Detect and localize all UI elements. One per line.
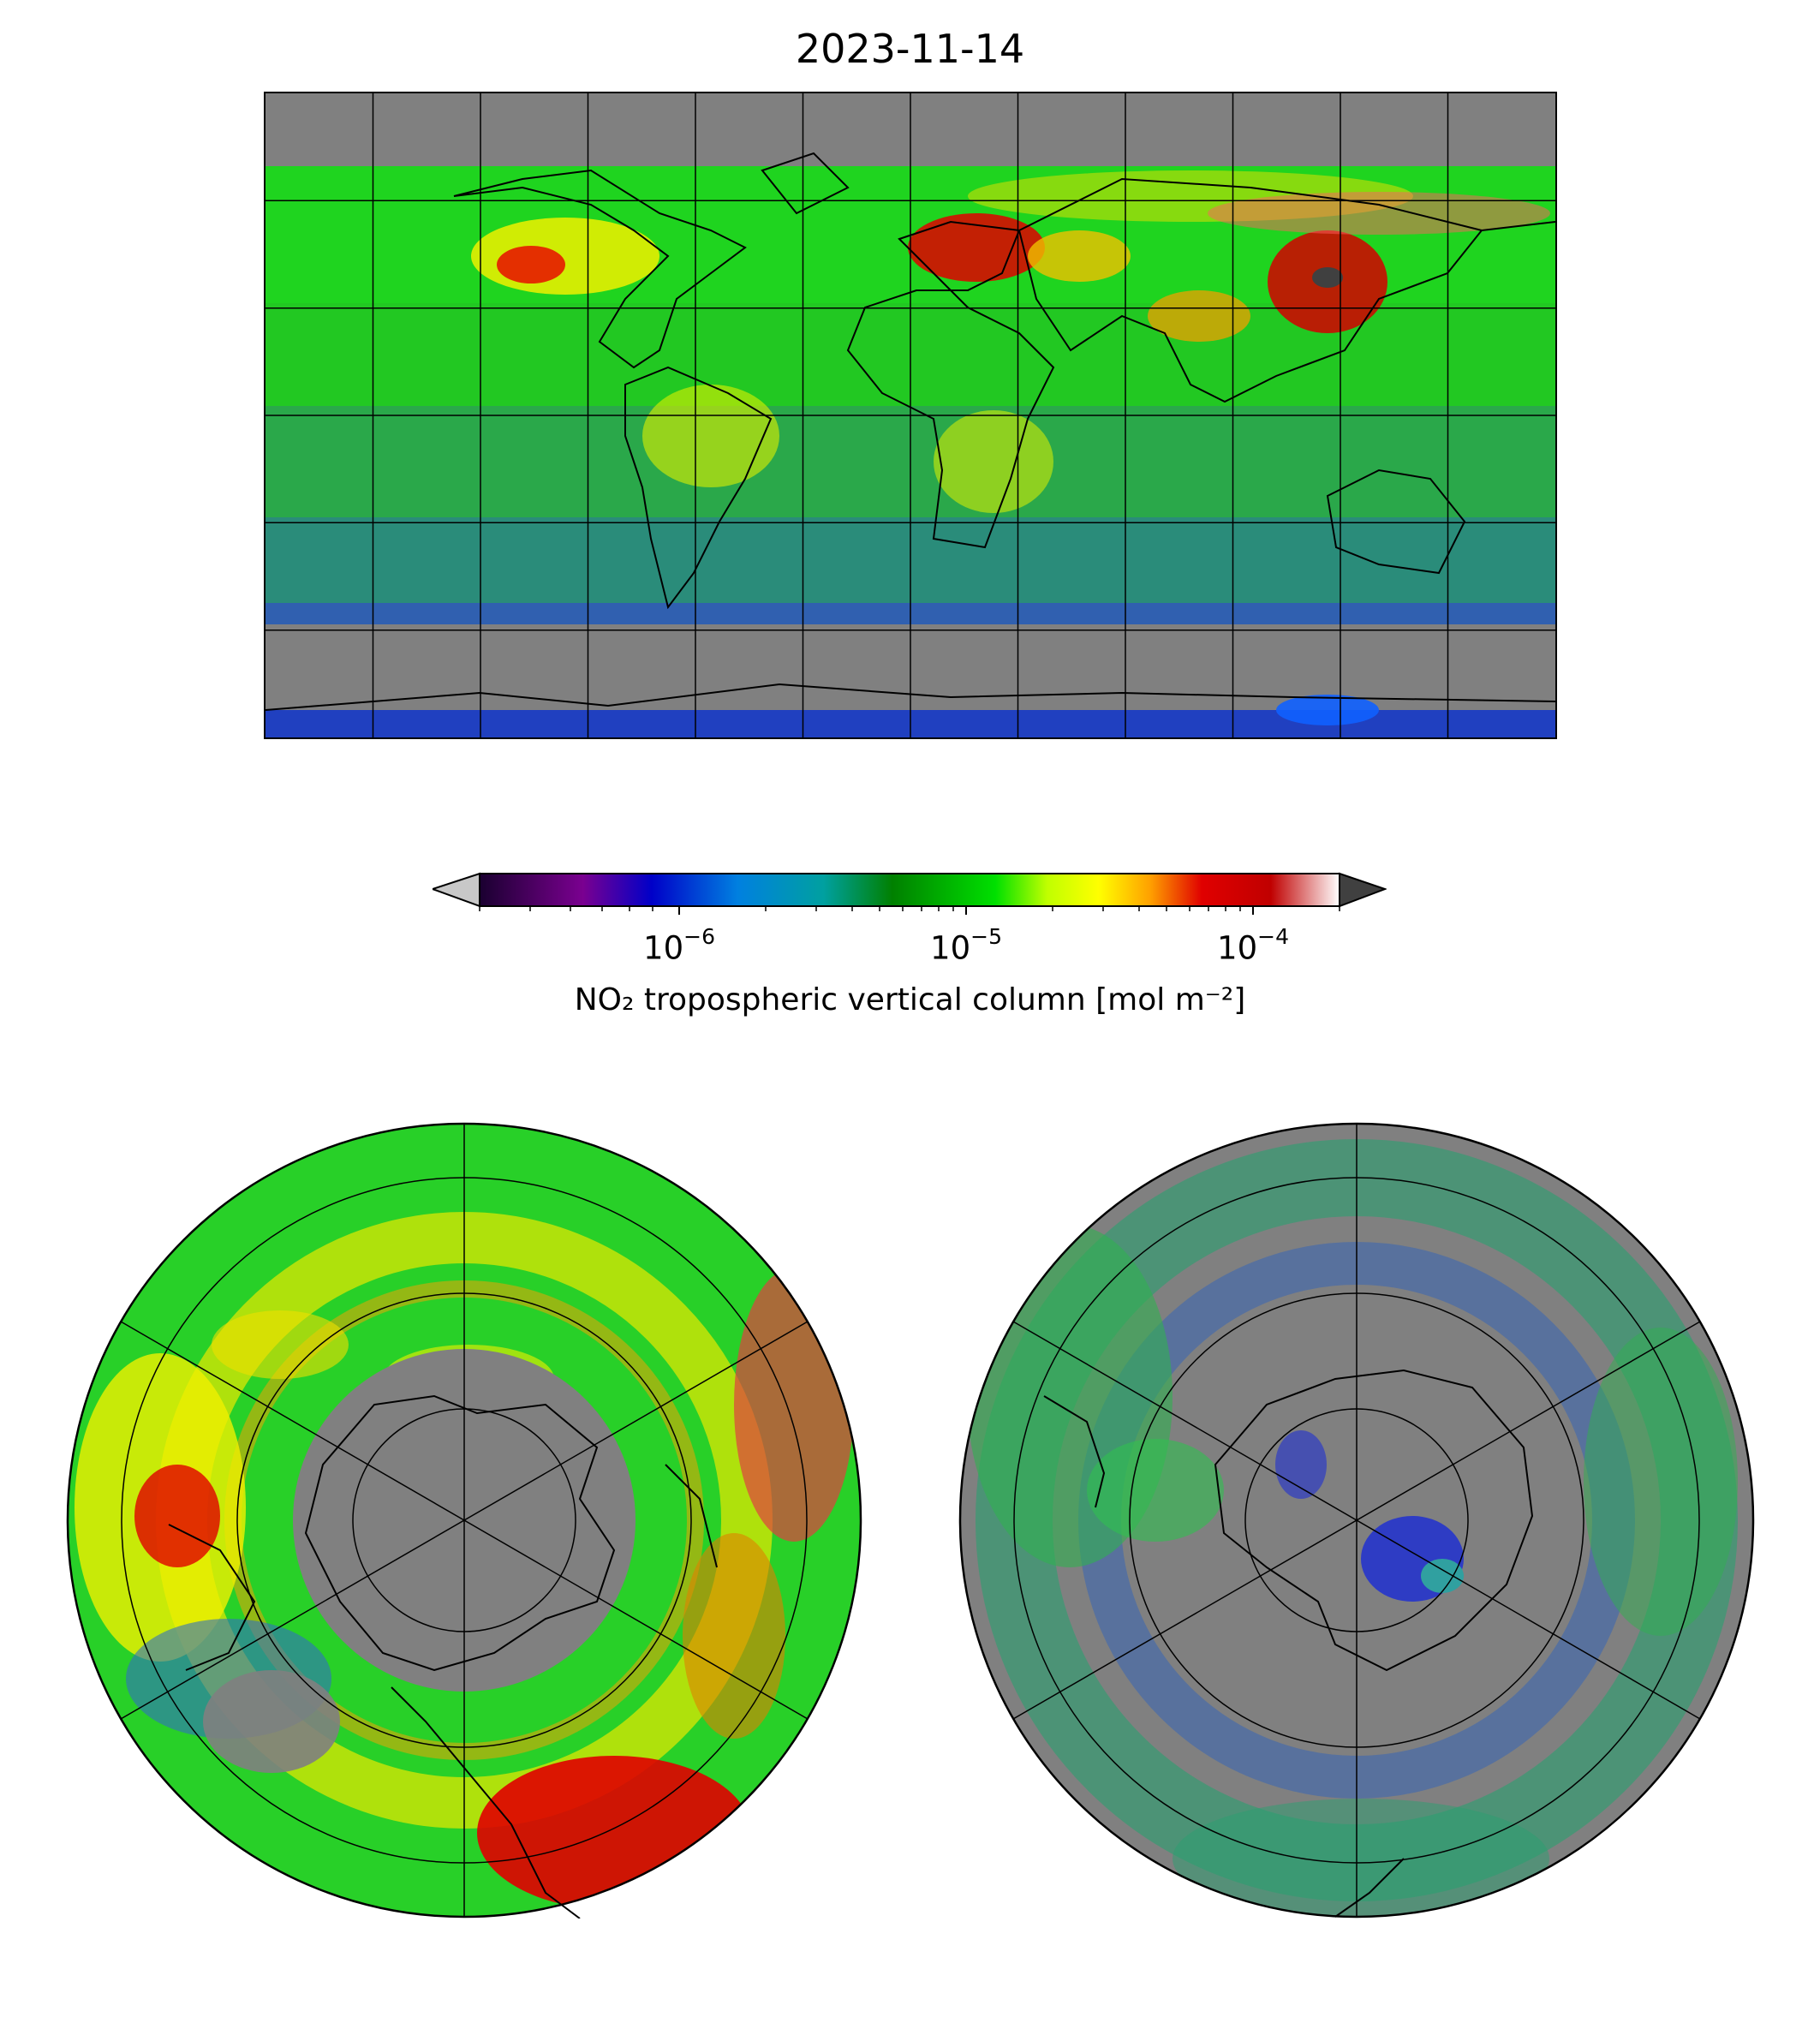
north-polar-map (66, 1122, 862, 1919)
south-polar-map (958, 1122, 1755, 1919)
colorbar-label: NO₂ tropospheric vertical column [mol m⁻… (574, 982, 1246, 1017)
colorbar-tick-label: 10−4 (1217, 924, 1289, 967)
global-map-canvas (266, 93, 1555, 737)
south-polar-canvas (958, 1122, 1755, 1919)
colorbar-tick-label: 10−5 (930, 924, 1002, 967)
north-polar-canvas (66, 1122, 862, 1919)
figure-title: 2023-11-14 (795, 26, 1025, 72)
colorbar (433, 872, 1387, 915)
colorbar-tick-label: 10−6 (643, 924, 715, 967)
colorbar-canvas (433, 872, 1387, 915)
global-map (264, 92, 1557, 739)
